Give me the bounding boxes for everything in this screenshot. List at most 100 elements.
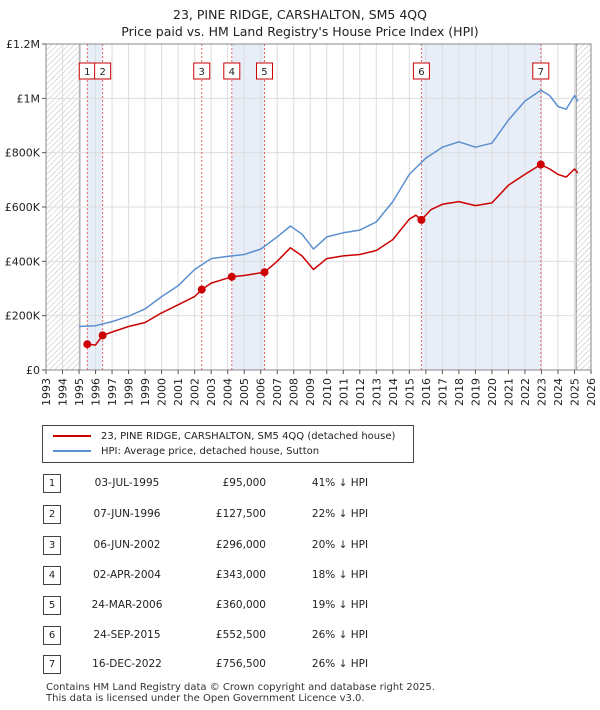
sale-point <box>197 285 206 294</box>
sale-label-box <box>412 62 430 80</box>
x-tick-label: 2008 <box>288 378 301 406</box>
sale-date: 24-MAR-2006 <box>91 599 163 611</box>
x-tick-label: 2014 <box>387 378 400 406</box>
footer-line-1: Contains HM Land Registry data © Crown c… <box>46 682 435 693</box>
x-tick-label: 2000 <box>156 378 169 406</box>
sale-label-text: 2 <box>99 67 105 78</box>
y-tick-label: £0 <box>26 364 40 377</box>
sale-price: £296,000 <box>215 539 266 551</box>
sale-label-box <box>532 62 550 80</box>
footer-notice: Contains HM Land Registry data © Crown c… <box>46 682 435 704</box>
sale-point <box>227 272 236 281</box>
sale-number: 5 <box>43 596 61 615</box>
x-tick-label: 2010 <box>321 378 334 406</box>
legend-item-property: 23, PINE RIDGE, CARSHALTON, SM5 4QQ (det… <box>53 430 395 444</box>
sale-label-text: 1 <box>84 67 90 78</box>
sale-hpi-diff: 20% ↓ HPI <box>311 539 369 551</box>
x-tick-label: 2002 <box>189 378 202 406</box>
chart-legend: 23, PINE RIDGE, CARSHALTON, SM5 4QQ (det… <box>42 425 414 463</box>
chart-subtitle: Price paid vs. HM Land Registry's House … <box>121 24 479 39</box>
sale-date: 07-JUN-1996 <box>93 508 161 520</box>
x-tick-label: 1999 <box>139 378 152 406</box>
sale-point <box>83 340 92 349</box>
x-tick-label: 1997 <box>106 378 119 406</box>
x-tick-label: 2023 <box>535 378 548 406</box>
hpi-line <box>78 89 579 328</box>
sale-point <box>536 160 545 169</box>
sale-date: 16-DEC-2022 <box>92 658 162 670</box>
sale-date: 02-APR-2004 <box>93 569 161 581</box>
sale-hpi-diff: 26% ↓ HPI <box>311 658 369 670</box>
sale-number: 3 <box>43 536 61 555</box>
sale-row: 4 02-APR-2004 £343,000 18% ↓ HPI <box>42 566 542 586</box>
footer-line-2: This data is licensed under the Open Gov… <box>46 692 365 704</box>
sale-label-box <box>193 62 211 80</box>
sale-price: £360,000 <box>215 599 266 611</box>
legend-label-property: 23, PINE RIDGE, CARSHALTON, SM5 4QQ (det… <box>101 431 396 442</box>
sale-number: 1 <box>43 474 61 493</box>
sale-date: 24-SEP-2015 <box>93 629 161 641</box>
sale-label-text: 4 <box>229 67 235 78</box>
sale-number: 4 <box>43 566 61 585</box>
sale-point <box>260 268 269 277</box>
legend-swatch-property <box>53 435 91 437</box>
sale-hpi-diff: 18% ↓ HPI <box>311 569 369 581</box>
x-tick-label: 1995 <box>73 378 86 406</box>
sale-row: 7 16-DEC-2022 £756,500 26% ↓ HPI <box>42 655 542 675</box>
x-tick-label: 2020 <box>486 378 499 406</box>
legend-label-hpi: HPI: Average price, detached house, Sutt… <box>101 446 320 457</box>
y-tick-label: £400K <box>5 255 41 268</box>
sale-price: £756,500 <box>215 658 266 670</box>
sale-label-text: 5 <box>261 67 267 78</box>
chart-title-block: 23, PINE RIDGE, CARSHALTON, SM5 4QQ Pric… <box>0 6 600 40</box>
x-tick-label: 2024 <box>552 378 565 406</box>
x-tick-label: 2026 <box>585 378 598 406</box>
x-tick-label: 2007 <box>271 378 284 406</box>
sale-number: 2 <box>43 505 61 524</box>
x-tick-label: 2019 <box>469 378 482 406</box>
x-tick-label: 2025 <box>568 378 581 406</box>
x-tick-label: 2006 <box>255 378 268 406</box>
sale-hpi-diff: 41% ↓ HPI <box>311 477 369 489</box>
sale-price: £95,000 <box>222 477 266 489</box>
x-tick-label: 2003 <box>205 378 218 406</box>
y-tick-label: £1.2M <box>6 38 40 51</box>
x-tick-label: 1996 <box>90 378 103 406</box>
sale-row: 1 03-JUL-1995 £95,000 41% ↓ HPI <box>42 474 542 494</box>
sale-label-text: 3 <box>199 67 205 78</box>
sale-hpi-diff: 26% ↓ HPI <box>311 629 369 641</box>
sale-label-box <box>94 62 112 80</box>
sale-row: 2 07-JUN-1996 £127,500 22% ↓ HPI <box>42 505 542 525</box>
sale-row: 3 06-JUN-2002 £296,000 20% ↓ HPI <box>42 536 542 556</box>
sale-label-box <box>255 62 273 80</box>
sale-label-box <box>223 62 241 80</box>
sale-price: £552,500 <box>215 629 266 641</box>
sale-row: 6 24-SEP-2015 £552,500 26% ↓ HPI <box>42 626 542 646</box>
chart-title: 23, PINE RIDGE, CARSHALTON, SM5 4QQ <box>173 7 427 22</box>
sale-point <box>98 331 107 340</box>
x-tick-label: 2018 <box>453 378 466 406</box>
x-tick-label: 2001 <box>172 378 185 406</box>
sale-number: 7 <box>43 655 61 674</box>
x-tick-label: 2022 <box>519 378 532 406</box>
x-tick-label: 2009 <box>304 378 317 406</box>
sale-label-text: 6 <box>418 67 424 78</box>
y-tick-label: £1M <box>17 92 41 105</box>
property-price-line <box>87 163 579 346</box>
x-tick-label: 2012 <box>354 378 367 406</box>
x-tick-label: 2013 <box>370 378 383 406</box>
x-tick-label: 2004 <box>222 378 235 406</box>
sale-price: £127,500 <box>215 508 266 520</box>
sale-date: 06-JUN-2002 <box>93 539 161 551</box>
x-tick-label: 2017 <box>436 378 449 406</box>
y-tick-label: £200K <box>5 310 41 323</box>
sale-hpi-diff: 22% ↓ HPI <box>311 508 369 520</box>
sale-row: 5 24-MAR-2006 £360,000 19% ↓ HPI <box>42 596 542 616</box>
x-tick-label: 2011 <box>337 378 350 406</box>
x-tick-label: 2016 <box>420 378 433 406</box>
sale-hpi-diff: 19% ↓ HPI <box>311 599 369 611</box>
y-tick-label: £600K <box>5 201 41 214</box>
x-tick-label: 2021 <box>502 378 515 406</box>
x-tick-label: 1994 <box>57 378 70 406</box>
sale-point <box>417 215 426 224</box>
